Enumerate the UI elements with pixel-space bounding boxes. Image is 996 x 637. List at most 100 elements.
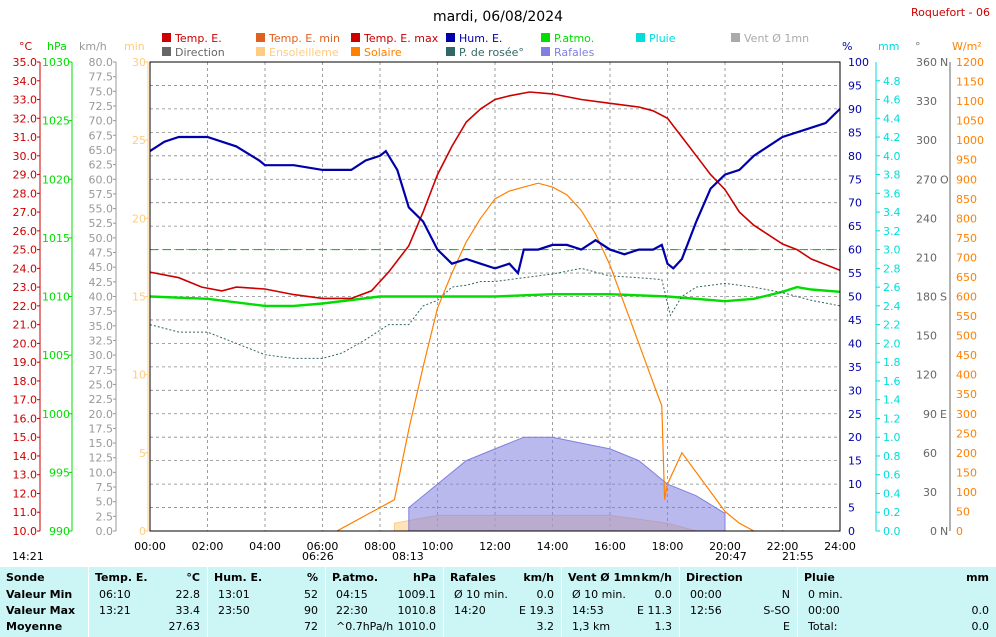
wind-tick-label: 5.0 [96,496,114,509]
axes: 35.0 34.0 33.0 32.0 31.0 30.0 29.0 28.0 27.0 26.0… [13,40,985,553]
temp-tick-label: 20.0 [13,337,38,350]
stats-cell-value: 52 [304,588,318,601]
stats-col-title: Hum. E. [214,571,263,584]
temp-tick-label: 22.0 [13,300,38,313]
legend-swatch [636,33,645,42]
wind-tick-label: 80.0 [89,56,114,69]
stats-col-2: Hum. E.% 13:01 52 23:50 90 72 [207,567,326,637]
rain-tick-label: 4.2 [883,131,901,144]
stats-cell-label: 00:00 [808,604,840,617]
direction-tick-label: 240 [916,212,937,225]
time-tick-label: 02:00 [192,540,224,553]
temp-tick-label: 17.0 [13,394,38,407]
rain-tick-label: 2.8 [883,262,901,275]
legend-label: Temp. E. max [363,32,439,45]
wind-tick-label: 42.5 [89,276,114,289]
wind-tick-label: 30.0 [89,349,114,362]
stats-col-unit: % [306,571,318,584]
pressure-tick-label: 1010 [42,291,70,304]
rain-unit: mm [878,40,899,53]
temp-tick-label: 29.0 [13,169,38,182]
stats-cell-value: 0.0 [654,588,673,601]
solar-unit: W/m² [952,40,982,53]
rain-tick-label: 3.0 [883,244,901,257]
sunrise-time: 06:26 [302,550,334,563]
legend-swatch [351,47,360,56]
direction-tick-label: 330 [916,95,937,108]
legend-label: Solaire [364,46,402,59]
humidity-tick-label: 40 [848,337,862,350]
wind-tick-label: 70.0 [89,115,114,128]
solar-tick-label: 1200 [956,56,984,69]
stats-cell-value: N [781,588,790,601]
solar-tick-label: 200 [956,447,977,460]
humidity-tick-label: 10 [848,478,862,491]
rain-tick-label: 0.4 [883,487,901,500]
rain-tick-label: 0.0 [883,525,901,538]
solar-tick-label: 1050 [956,115,984,128]
stats-col-1: Temp. E. °C 06:10 22.8 13:21 33.4 27.63 [88,567,208,637]
wind-tick-label: 15.0 [89,437,114,450]
wind-tick-label: 50.0 [89,232,114,245]
rain-tick-label: 1.6 [883,375,901,388]
temp-tick-label: 30.0 [13,150,38,163]
rain-tick-label: 3.4 [883,206,901,219]
stats-col-3: P.atmo. hPa 04:15 1009.1 22:30 1010.8 ^0.7hPa/… [325,567,444,637]
time-tick-label: 04:00 [249,540,281,553]
temp-tick-label: 31.0 [13,131,38,144]
wind-tick-label: 67.5 [89,129,114,142]
wind-tick-label: 45.0 [89,261,114,274]
solar-tick-label: 300 [956,408,977,421]
temp-tick-label: 15.0 [13,431,38,444]
stats-table: Sonde Valeur Min Valeur Max Moyenne Temp… [0,567,996,637]
stats-cell-label: 13:21 [99,604,131,617]
rain-tick-label: 4.4 [883,112,901,125]
stats-cell-label: Ø 10 min. [454,588,508,601]
temp-tick-label: 13.0 [13,469,38,482]
series-p-de-ros-e-line [149,267,841,359]
temp-tick-label: 32.0 [13,112,38,125]
rain-tick-label: 2.4 [883,300,901,313]
humidity-tick-label: 65 [848,220,862,233]
legend-swatch [162,33,171,42]
legend-swatch [162,47,171,56]
stats-cell-label: Ø 10 min. [572,588,626,601]
stats-col-unit: km/h [523,571,554,584]
stats-cell-label: 06:10 [99,588,131,601]
stats-cell-label: 12:56 [690,604,722,617]
stats-cell-label: 00:00 [690,588,722,601]
temp-tick-label: 26.0 [13,225,38,238]
minutes-unit: min [124,40,145,53]
direction-tick-label: 90 [923,408,937,421]
direction-tick-cardinal: O [940,173,949,186]
pressure-tick-label: 990 [49,525,70,538]
humidity-tick-label: 0 [848,525,855,538]
legend-label: Rafales [554,46,595,59]
sunset-time: 20:47 [715,550,747,563]
time-tick-label: 00:00 [134,540,166,553]
solar-tick-label: 50 [956,505,970,518]
stats-cell-label: 23:50 [218,604,250,617]
wind-tick-label: 10.0 [89,466,114,479]
humidity-tick-label: 35 [848,361,862,374]
rain-tick-label: 1.4 [883,394,901,407]
wind-tick-label: 37.5 [89,305,114,318]
minutes-tick-label: 5 [139,447,146,460]
legend-label: Ensoleilleme [269,46,339,59]
time-tick-label: 24:00 [824,540,856,553]
rain-tick-label: 3.2 [883,225,901,238]
humidity-tick-label: 95 [848,79,862,92]
wind-tick-label: 2.5 [96,510,114,523]
rain-tick-label: 4.6 [883,94,901,107]
wind-unit: km/h [79,40,107,53]
stats-col-sonde: Sonde Valeur Min Valeur Max Moyenne [0,567,88,637]
legend-swatch [541,47,550,56]
wind-tick-label: 12.5 [89,452,114,465]
row-label-max: Valeur Max [6,604,76,617]
series-solaire-line [336,182,755,532]
wind-tick-label: 20.0 [89,408,114,421]
time-tick-label: 06:00 [307,540,339,553]
wind-tick-label: 75.0 [89,85,114,98]
humidity-tick-label: 45 [848,314,862,327]
stats-cell-label: Total: [808,620,838,633]
